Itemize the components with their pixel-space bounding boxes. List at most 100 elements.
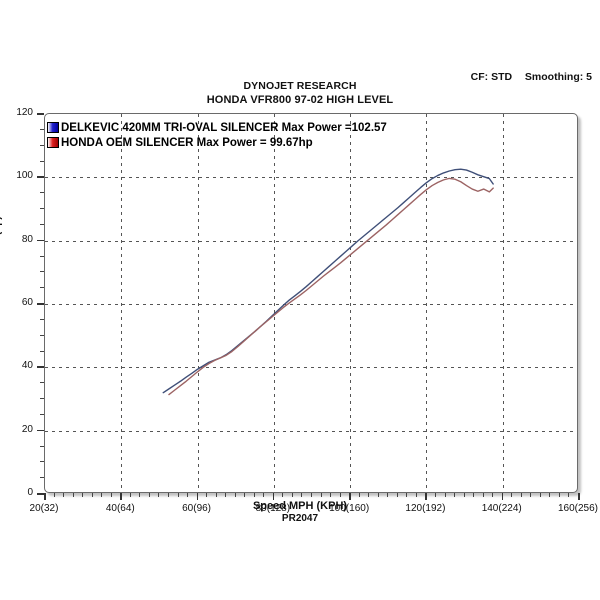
- x-tick-minor: [187, 493, 189, 497]
- x-tick-major: [120, 493, 122, 500]
- x-tick-label: 20(32): [29, 503, 59, 514]
- x-tick-minor: [253, 493, 255, 497]
- y-tick-minor: [40, 192, 44, 194]
- x-tick-minor: [520, 493, 522, 497]
- x-tick-minor: [558, 493, 560, 497]
- run-id-label: PR2047: [281, 513, 319, 524]
- y-tick-minor: [40, 334, 44, 336]
- x-tick-major: [578, 493, 580, 500]
- gridline-horizontal: [45, 430, 577, 432]
- x-tick-minor: [482, 493, 484, 497]
- gridline-vertical: [350, 114, 352, 492]
- x-tick-minor: [539, 493, 541, 497]
- x-tick-minor: [72, 493, 74, 497]
- x-tick-minor: [53, 493, 55, 497]
- x-tick-minor: [492, 493, 494, 497]
- series-line: [162, 168, 494, 394]
- y-tick-minor: [40, 318, 44, 320]
- legend-label-delkevic: DELKEVIC 420MM TRI-OVAL SILENCER Max Pow…: [61, 121, 387, 134]
- gridline-horizontal: [45, 177, 577, 179]
- x-tick-minor: [301, 493, 303, 497]
- chart-legend: DELKEVIC 420MM TRI-OVAL SILENCER Max Pow…: [47, 120, 387, 150]
- y-tick-minor: [40, 208, 44, 209]
- x-tick-minor: [206, 493, 208, 497]
- y-tick-label: 80: [21, 233, 33, 245]
- y-tick-minor: [40, 144, 44, 146]
- y-tick-major: [37, 113, 44, 115]
- x-tick-major: [44, 493, 46, 500]
- gridline-vertical: [502, 114, 504, 492]
- legend-label-honda-oem: HONDA OEM SILENCER Max Power = 99.67hp: [61, 136, 313, 149]
- x-tick-minor: [63, 493, 65, 497]
- x-tick-minor: [463, 493, 465, 497]
- x-tick-minor: [282, 493, 284, 497]
- y-tick-major: [37, 493, 44, 495]
- x-tick-major: [425, 493, 427, 500]
- x-tick-minor: [291, 493, 293, 497]
- x-tick-major: [272, 493, 275, 500]
- x-tick-minor: [101, 493, 103, 497]
- x-tick-minor: [311, 493, 312, 497]
- x-tick-minor: [444, 493, 446, 497]
- x-tick-minor: [368, 493, 370, 497]
- y-tick-label: 100: [16, 170, 33, 182]
- x-tick-minor: [148, 493, 150, 497]
- x-tick-minor: [454, 493, 456, 497]
- series-layer: [162, 168, 494, 396]
- smoothing-label: Smoothing: 5: [524, 71, 592, 83]
- x-tick-minor: [225, 493, 227, 497]
- gridline-vertical: [426, 114, 428, 492]
- y-tick-minor: [40, 382, 44, 384]
- y-tick-major: [37, 366, 44, 368]
- y-tick-minor: [40, 287, 44, 289]
- plot-inner: [45, 114, 577, 492]
- y-tick-major: [37, 429, 44, 432]
- x-tick-minor: [415, 493, 417, 497]
- x-tick-minor: [377, 493, 379, 497]
- x-tick-minor: [215, 493, 217, 497]
- y-tick-minor: [40, 398, 44, 399]
- y-tick-major: [37, 239, 44, 242]
- y-tick-minor: [40, 445, 44, 447]
- x-tick-label: 60(96): [182, 503, 212, 514]
- y-tick-minor: [40, 350, 44, 352]
- x-tick-major: [349, 493, 351, 500]
- x-tick-minor: [263, 493, 265, 497]
- x-tick-minor: [320, 493, 322, 497]
- y-tick-label: 0: [27, 487, 33, 498]
- legend-swatch-honda-oem: [47, 137, 59, 148]
- x-tick-label: 40(64): [105, 503, 135, 514]
- x-tick-major: [196, 493, 199, 500]
- y-tick-label: 60: [21, 297, 33, 308]
- x-tick-minor: [396, 493, 398, 497]
- y-tick-minor: [40, 413, 44, 415]
- x-tick-minor: [406, 493, 408, 497]
- y-tick-label: 40: [21, 360, 33, 372]
- x-tick-minor: [530, 493, 532, 497]
- x-tick-minor: [387, 493, 389, 497]
- y-tick-label: 120: [16, 107, 33, 118]
- x-tick-minor: [82, 493, 84, 497]
- x-tick-minor: [129, 493, 131, 497]
- x-tick-minor: [358, 493, 360, 497]
- x-tick-minor: [177, 493, 179, 497]
- x-tick-minor: [91, 493, 93, 497]
- chart-settings-readout: CF: STD Smoothing: 5: [471, 71, 592, 83]
- gridline-horizontal: [45, 240, 577, 242]
- y-tick-minor: [40, 128, 44, 130]
- gridline-vertical: [121, 114, 123, 492]
- plot-area: DELKEVIC 420MM TRI-OVAL SILENCER Max Pow…: [44, 113, 578, 493]
- chart-title-organization: DYNOJET RESEARCH: [243, 80, 357, 92]
- x-tick-minor: [110, 493, 112, 497]
- x-tick-minor: [330, 493, 332, 497]
- x-axis-title: Speed MPH (KPH): [252, 500, 348, 512]
- legend-item: DELKEVIC 420MM TRI-OVAL SILENCER Max Pow…: [47, 120, 387, 135]
- x-tick-label: 160(256): [557, 503, 599, 514]
- x-tick-label: 140(224): [481, 503, 522, 514]
- y-tick-major: [37, 303, 44, 305]
- gridline-vertical: [273, 114, 275, 492]
- x-tick-minor: [473, 493, 475, 497]
- y-tick-major: [37, 176, 44, 178]
- chart-title-vehicle: HONDA VFR800 97-02 HIGH LEVEL: [206, 94, 394, 106]
